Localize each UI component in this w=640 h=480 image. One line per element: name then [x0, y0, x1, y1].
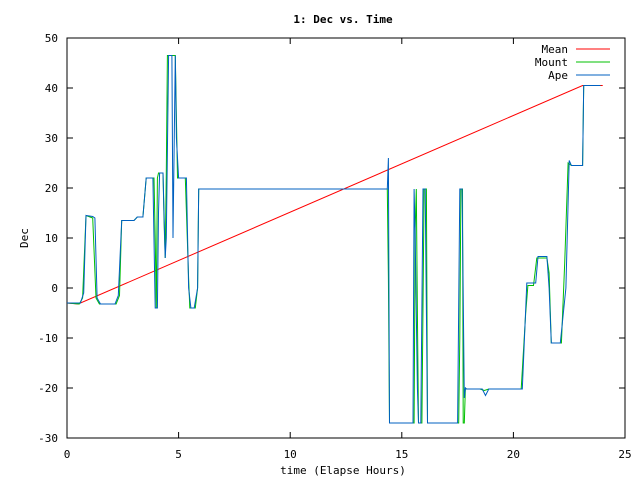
y-tick-label: 20: [45, 182, 58, 195]
y-tick-label: -10: [38, 332, 58, 345]
plot-frame: [66, 37, 626, 439]
series-line-mean: [66, 85, 603, 305]
y-tick-label: 50: [45, 32, 58, 45]
chart-title: 1: Dec vs. Time: [293, 13, 393, 26]
legend-label-mean: Mean: [542, 43, 569, 56]
x-tick-label: 15: [395, 448, 408, 461]
y-tick-label: -30: [38, 432, 58, 445]
legend-label-ape: Ape: [548, 69, 568, 82]
series-layer: [66, 55, 603, 424]
y-tick-label: -20: [38, 382, 58, 395]
x-axis-label: time (Elapse Hours): [280, 464, 406, 477]
y-axis: -30 -20 -10 0 10 20 30 40 50: [38, 32, 625, 445]
y-tick-label: 10: [45, 232, 58, 245]
series-line-mount: [66, 55, 601, 424]
y-axis-label: Dec: [18, 228, 31, 248]
y-tick-label: 40: [45, 82, 58, 95]
x-axis: 0 5 10 15 20 25: [64, 38, 632, 461]
y-tick-label: 0: [51, 282, 58, 295]
x-tick-label: 10: [284, 448, 297, 461]
series-line-ape: [67, 55, 601, 424]
x-tick-label: 20: [507, 448, 520, 461]
x-tick-label: 0: [64, 448, 71, 461]
y-tick-label: 30: [45, 132, 58, 145]
x-tick-label: 5: [175, 448, 182, 461]
legend-label-mount: Mount: [535, 56, 568, 69]
x-tick-label: 25: [618, 448, 631, 461]
